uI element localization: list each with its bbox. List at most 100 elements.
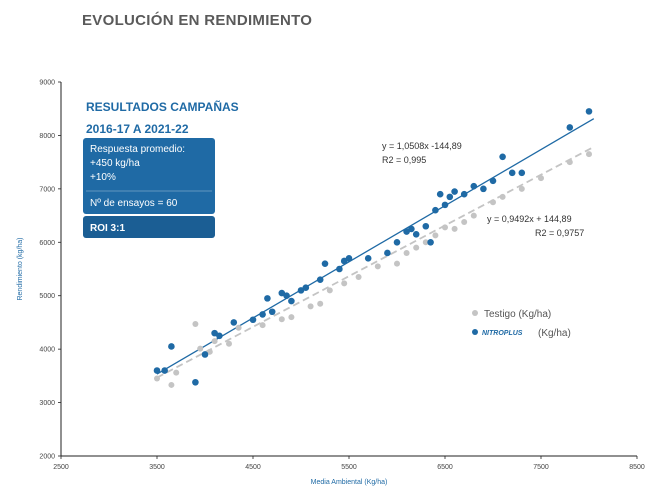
- point-testigo: [235, 324, 242, 331]
- point-nitroplus: [201, 351, 209, 358]
- point-nitroplus: [384, 249, 391, 257]
- info-box-middle: [83, 189, 215, 214]
- point-testigo: [403, 249, 410, 256]
- point-nitroplus: [230, 319, 238, 326]
- point-testigo: [192, 321, 199, 328]
- point-testigo: [490, 199, 496, 206]
- point-nitroplus: [364, 255, 372, 262]
- x-tick-label: 7500: [533, 464, 549, 471]
- x-tick-label: 5500: [341, 464, 357, 471]
- point-nitroplus: [316, 276, 324, 283]
- point-testigo: [451, 225, 458, 232]
- point-testigo: [211, 338, 218, 345]
- y-tick-label: 4000: [39, 347, 55, 354]
- point-nitroplus: [470, 182, 478, 190]
- gray-r2: R2 = 0,9757: [535, 228, 584, 238]
- point-testigo: [206, 348, 213, 355]
- point-nitroplus: [441, 201, 449, 209]
- point-nitroplus: [211, 329, 218, 337]
- point-nitroplus: [259, 311, 266, 318]
- point-nitroplus: [336, 265, 343, 273]
- gray-equation: y = 0,9492x + 144,89: [487, 214, 572, 224]
- point-nitroplus: [153, 367, 161, 374]
- point-nitroplus: [340, 257, 348, 265]
- point-nitroplus: [302, 284, 310, 292]
- y-tick-label: 2000: [39, 454, 55, 461]
- y-tick-label: 5000: [39, 293, 55, 300]
- legend-testigo-label: Testigo (Kg/ha): [484, 309, 551, 320]
- point-nitroplus: [489, 177, 497, 185]
- trendline-testigo: [156, 146, 595, 379]
- legend: Testigo (Kg/ha) NITROPLUS (Kg/ha): [472, 309, 571, 339]
- point-testigo: [374, 263, 381, 270]
- point-nitroplus: [216, 332, 223, 340]
- point-testigo: [168, 381, 175, 388]
- point-nitroplus: [436, 190, 444, 198]
- y-tick-label: 9000: [39, 80, 55, 87]
- point-testigo: [442, 224, 448, 231]
- point-nitroplus: [288, 297, 295, 305]
- annotation-subtitle: 2016-17 A 2021-22: [86, 122, 189, 136]
- annotation-title: RESULTADOS CAMPAÑAS: [86, 99, 239, 114]
- point-testigo: [538, 175, 544, 182]
- point-testigo: [288, 314, 295, 321]
- axes: 2500 3500 4500 5500 6500 7500 8500 2000 3000 4000…: [17, 80, 645, 487]
- y-tick-label: 8000: [39, 133, 55, 140]
- data-points: [153, 108, 593, 388]
- legend-nitroplus-marker: [472, 329, 478, 335]
- point-testigo: [259, 322, 266, 329]
- x-tick-label: 4500: [245, 464, 261, 471]
- legend-nitroplus-brand: NITROPLUS: [482, 330, 523, 337]
- point-testigo: [317, 300, 324, 307]
- point-testigo: [432, 232, 439, 239]
- info-box-line: +10%: [90, 172, 116, 183]
- point-nitroplus: [321, 260, 329, 267]
- chart-title: EVOLUCIÓN EN RENDIMIENTO: [82, 12, 313, 29]
- info-box-bottom: [83, 216, 215, 238]
- point-nitroplus: [278, 289, 286, 297]
- legend-testigo-marker: [472, 310, 478, 316]
- point-nitroplus: [264, 295, 271, 302]
- blue-r2: R2 = 0,995: [382, 155, 426, 165]
- point-testigo: [422, 239, 429, 246]
- point-testigo: [226, 340, 232, 347]
- point-nitroplus: [422, 222, 430, 230]
- point-testigo: [326, 287, 333, 294]
- point-testigo: [470, 212, 477, 219]
- point-testigo: [566, 159, 573, 166]
- point-testigo: [394, 260, 400, 267]
- point-nitroplus: [566, 124, 574, 131]
- info-box-roi: ROI 3:1: [90, 223, 125, 234]
- info-box-line: Nº de ensayos = 60: [90, 198, 178, 209]
- point-nitroplus: [408, 225, 415, 233]
- point-nitroplus: [585, 108, 593, 115]
- trendlines: [156, 118, 595, 379]
- blue-equation: y = 1,0508x -144,89: [382, 141, 462, 151]
- point-nitroplus: [268, 308, 276, 316]
- point-nitroplus: [432, 206, 439, 214]
- point-testigo: [341, 280, 348, 287]
- point-nitroplus: [161, 367, 168, 374]
- point-testigo: [413, 244, 420, 251]
- x-tick-label: 8500: [629, 464, 645, 471]
- point-nitroplus: [427, 238, 434, 246]
- point-nitroplus: [403, 228, 410, 235]
- point-testigo: [586, 151, 592, 158]
- point-nitroplus: [168, 343, 175, 350]
- point-nitroplus: [508, 169, 516, 177]
- point-nitroplus: [283, 292, 290, 300]
- x-tick-label: 6500: [437, 464, 453, 471]
- point-nitroplus: [518, 169, 526, 177]
- point-nitroplus: [345, 255, 353, 262]
- point-nitroplus: [393, 238, 401, 246]
- point-nitroplus: [446, 193, 454, 201]
- point-testigo: [278, 316, 285, 323]
- info-box: Respuesta promedio: +450 kg/ha +10% Nº d…: [83, 138, 215, 238]
- x-axis-label: Media Ambiental (Kg/ha): [311, 479, 388, 486]
- info-box-line: Respuesta promedio:: [90, 144, 185, 155]
- x-tick-label: 2500: [53, 464, 69, 471]
- point-nitroplus: [192, 378, 199, 386]
- point-nitroplus: [480, 185, 487, 193]
- info-box-line: +450 kg/ha: [90, 158, 140, 169]
- point-nitroplus: [249, 316, 257, 324]
